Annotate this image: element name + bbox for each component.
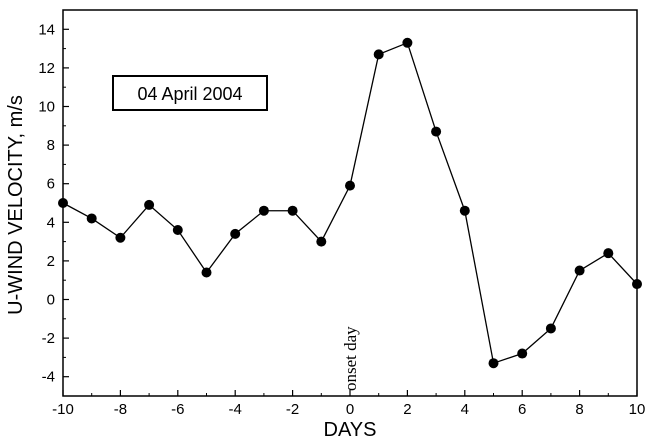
date-box-label: 04 April 2004 [137, 84, 242, 104]
data-point [402, 37, 413, 48]
y-tick-label: 4 [47, 214, 55, 231]
data-point [230, 228, 241, 239]
data-point [201, 267, 212, 278]
x-tick-label: 8 [575, 401, 583, 418]
data-point [431, 126, 442, 137]
data-point [459, 205, 470, 216]
x-tick-label: -4 [229, 401, 242, 418]
series-layer [58, 37, 642, 369]
data-point [58, 198, 68, 208]
data-point [603, 248, 614, 259]
onset-day-label: onset day [341, 326, 360, 391]
x-tick-label: -2 [286, 401, 299, 418]
data-point [316, 236, 327, 247]
x-tick-label: 4 [461, 401, 469, 418]
x-tick-label: -6 [171, 401, 184, 418]
y-tick-label: 8 [47, 137, 55, 154]
x-tick-label: -10 [52, 401, 74, 418]
y-tick-label: -4 [42, 369, 55, 386]
y-tick-label: 2 [47, 253, 55, 270]
data-point [115, 232, 126, 243]
data-point [345, 180, 355, 191]
data-point [258, 205, 269, 216]
x-tick-label: 2 [403, 401, 411, 418]
tick-labels: -10 -8 -6 -4 -2 0 2 4 6 8 10 -4 -2 0 2 4 6 8 10 12 14 [38, 21, 645, 418]
data-point [517, 348, 528, 359]
data-point [172, 225, 183, 236]
date-annotation: 04 April 2004 [112, 75, 268, 111]
data-point [545, 323, 556, 334]
data-point [86, 213, 97, 224]
y-tick-label: -2 [42, 330, 55, 347]
date-box [112, 75, 268, 111]
y-axis-title: U-WIND VELOCITY, m/s [5, 95, 27, 315]
data-point [632, 279, 642, 290]
data-point [373, 49, 384, 60]
y-tick-label: 6 [47, 176, 55, 193]
data-point [287, 205, 298, 216]
data-point [488, 358, 499, 369]
data-point [574, 265, 585, 276]
x-tick-label: 10 [629, 401, 646, 418]
y-tick-label: 10 [38, 99, 55, 116]
x-tick-label: 6 [518, 401, 526, 418]
x-tick-label: 0 [346, 401, 354, 418]
y-tick-label: 12 [38, 60, 55, 77]
data-point [144, 199, 155, 210]
y-tick-label: 0 [47, 292, 55, 309]
y-tick-label: 14 [38, 21, 55, 38]
x-tick-label: -8 [114, 401, 127, 418]
x-axis-title: DAYS [324, 419, 377, 441]
